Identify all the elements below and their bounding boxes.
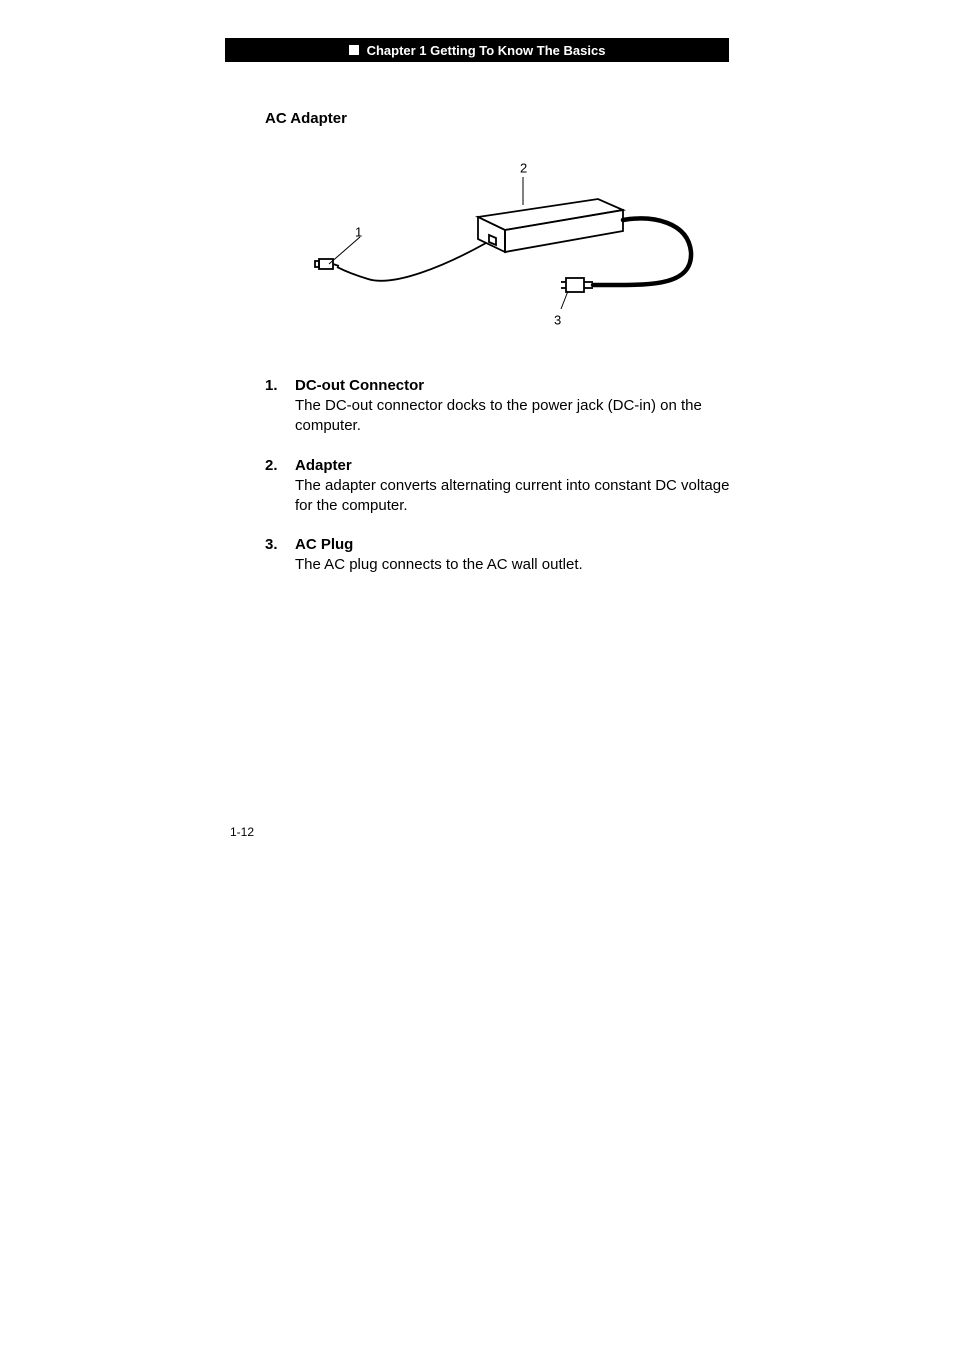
list-description: The AC plug connects to the AC wall outl… <box>295 555 734 575</box>
list-item: 1. DC-out Connector The DC-out connector… <box>265 377 734 437</box>
list-item: 2. Adapter The adapter converts alternat… <box>265 457 734 517</box>
list-body: DC-out Connector The DC-out connector do… <box>295 377 734 437</box>
numbered-list: 1. DC-out Connector The DC-out connector… <box>265 377 734 575</box>
page-number: 1-12 <box>230 825 254 839</box>
list-number: 3. <box>265 536 295 575</box>
list-description: The adapter converts alternating current… <box>295 476 734 517</box>
svg-text:1: 1 <box>355 225 362 240</box>
list-term: Adapter <box>295 457 734 474</box>
list-body: AC Plug The AC plug connects to the AC w… <box>295 536 734 575</box>
section-title: AC Adapter <box>265 110 734 127</box>
list-description: The DC-out connector docks to the power … <box>295 396 734 437</box>
ac-adapter-diagram: 1 2 3 <box>293 157 713 357</box>
list-number: 1. <box>265 377 295 437</box>
svg-text:2: 2 <box>520 161 527 176</box>
header-square-icon <box>349 45 359 55</box>
list-term: AC Plug <box>295 536 734 553</box>
chapter-header-bar: Chapter 1 Getting To Know The Basics <box>225 38 729 62</box>
chapter-title: Chapter 1 Getting To Know The Basics <box>367 43 606 58</box>
list-number: 2. <box>265 457 295 517</box>
svg-text:3: 3 <box>554 313 561 328</box>
list-term: DC-out Connector <box>295 377 734 394</box>
diagram-svg: 1 2 3 <box>293 157 713 357</box>
content-area: AC Adapter <box>265 110 734 575</box>
list-item: 3. AC Plug The AC plug connects to the A… <box>265 536 734 575</box>
page: Chapter 1 Getting To Know The Basics AC … <box>0 0 954 1350</box>
list-body: Adapter The adapter converts alternating… <box>295 457 734 517</box>
